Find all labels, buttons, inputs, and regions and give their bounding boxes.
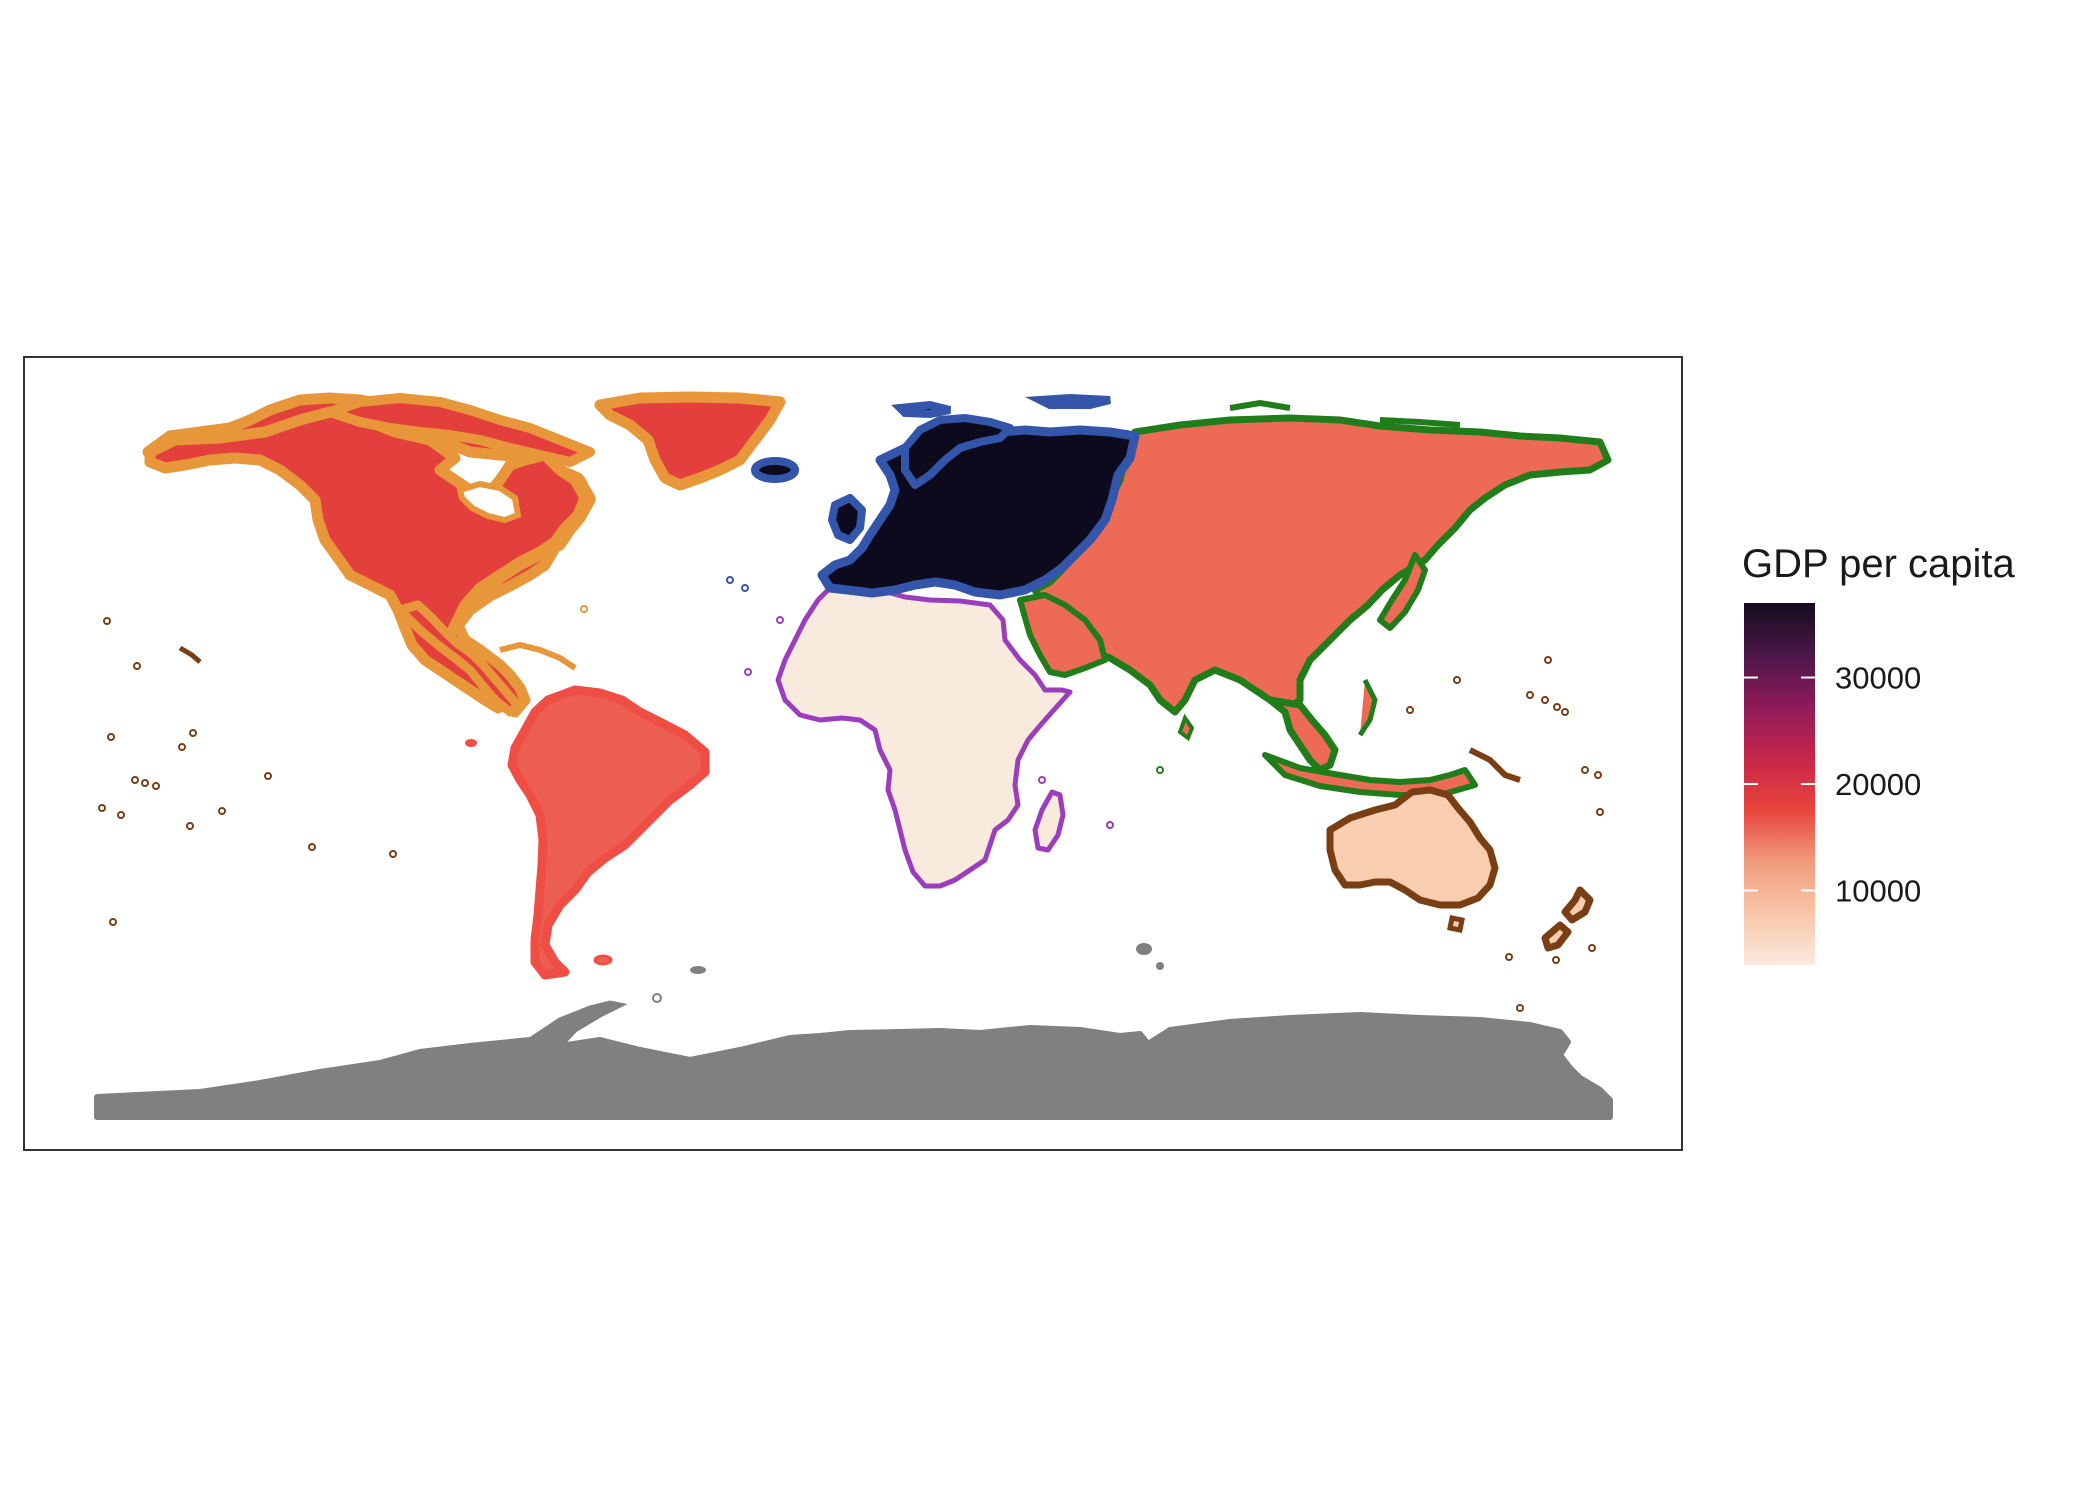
legend-tick-label: 30000	[1835, 661, 1921, 696]
pacific-islands	[98, 617, 1604, 1012]
region-greenland	[594, 391, 786, 491]
region-antarctica-shelf	[97, 1098, 1610, 1118]
island-falklands	[593, 954, 613, 966]
region-papua	[1468, 747, 1521, 783]
island-maldives	[1156, 766, 1164, 774]
island-mauritius	[1106, 821, 1114, 829]
region-british-isles	[828, 494, 866, 544]
map-regions	[94, 391, 1613, 1120]
island-bermuda	[580, 605, 588, 613]
island-kerguelen	[1136, 943, 1152, 955]
region-scandinavia	[901, 414, 1014, 489]
legend-ticks: 10000 20000 30000	[1744, 661, 1921, 908]
region-north-america-body	[144, 406, 591, 714]
region-madagascar	[1032, 789, 1066, 853]
island-canary	[776, 616, 784, 624]
region-antarctica-peninsula	[523, 1000, 628, 1049]
region-arabia	[1017, 592, 1108, 678]
region-japan	[1377, 552, 1428, 631]
region-indonesia	[1262, 752, 1478, 798]
region-asia	[1031, 414, 1612, 716]
region-hawaii	[178, 645, 202, 664]
region-australia	[1326, 786, 1499, 909]
region-svalbard	[891, 393, 1111, 419]
legend-tick-label: 10000	[1835, 873, 1921, 908]
region-siberia-islands	[1229, 399, 1461, 428]
region-europe	[817, 425, 1140, 600]
region-new-zealand	[1541, 886, 1594, 952]
legend-tick-label: 20000	[1835, 767, 1921, 802]
region-tasmania	[1447, 915, 1465, 933]
region-mexico-central-america	[395, 600, 523, 717]
legend-title: GDP per capita	[1742, 542, 2015, 586]
map-panel-border	[23, 356, 1683, 1151]
island-galapagos	[465, 739, 477, 747]
island-cape-verde	[744, 668, 752, 676]
region-hudson-bay	[456, 480, 522, 524]
island-madeira	[741, 584, 749, 592]
island-heard	[1156, 962, 1164, 970]
region-caribbean	[499, 641, 577, 671]
region-canada-arctic-islands	[325, 393, 595, 467]
island-south-georgia	[690, 966, 706, 974]
region-africa	[775, 582, 1073, 889]
island-sandwich	[652, 993, 662, 1003]
region-iceland	[751, 457, 799, 483]
region-antarctica	[94, 1012, 1613, 1120]
region-philippines	[1357, 678, 1378, 737]
region-sri-lanka	[1177, 713, 1195, 742]
region-asia-southeast	[1266, 696, 1339, 774]
region-south-america	[507, 685, 710, 980]
island-azores	[726, 576, 734, 584]
legend: GDP per capita 10000 20000 30000	[1742, 542, 2015, 965]
island-comoros	[1038, 776, 1046, 784]
